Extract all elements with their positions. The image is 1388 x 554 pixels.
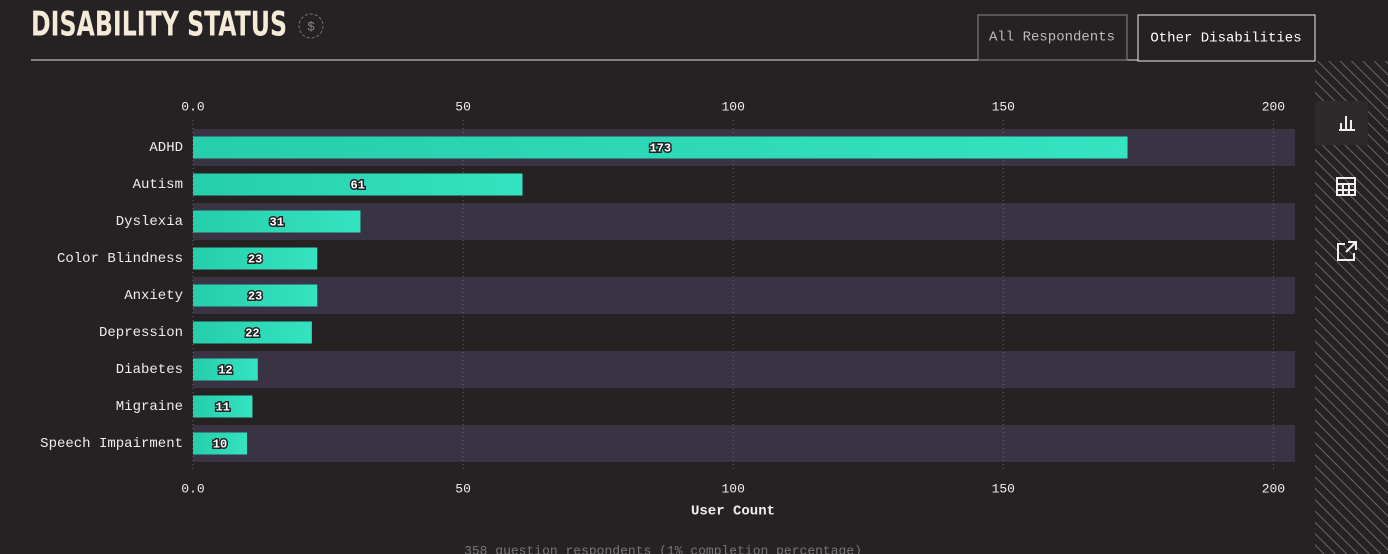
value-label: 11 <box>216 401 230 415</box>
value-label: 12 <box>218 364 232 378</box>
x-tick-label: 50 <box>455 481 471 496</box>
svg-text:$: $ <box>307 19 315 34</box>
x-axis-title: User Count <box>691 504 775 520</box>
y-tick-label: Dyslexia <box>116 214 183 230</box>
tab-active[interactable] <box>1137 14 1316 62</box>
currency-icon: $ <box>298 13 324 39</box>
x-tick-label-top: 0.0 <box>181 99 204 114</box>
y-tick-label: ADHD <box>149 140 183 156</box>
tab[interactable] <box>977 14 1128 61</box>
bar <box>193 136 1128 159</box>
x-tick-label: 0.0 <box>181 481 204 496</box>
icons <box>1336 116 1357 261</box>
tab-label[interactable]: All Respondents <box>989 30 1115 46</box>
value-label: 23 <box>248 253 262 267</box>
bar <box>193 210 361 233</box>
y-tick-label: Migraine <box>116 399 183 415</box>
y-tick-label: Anxiety <box>124 288 183 304</box>
row-band <box>193 277 1295 314</box>
y-tick-label: Speech Impairment <box>40 436 183 452</box>
bar <box>193 173 523 196</box>
x-tick-label-top: 100 <box>721 99 744 114</box>
y-tick-label: Autism <box>133 177 183 193</box>
value-label: 173 <box>649 142 671 156</box>
value-label: 10 <box>213 438 227 452</box>
page-title: DISABILITY STATUS <box>31 5 287 45</box>
x-tick-label-top: 150 <box>992 99 1015 114</box>
value-label: 23 <box>248 290 262 304</box>
value-label: 61 <box>351 179 365 193</box>
row-band <box>193 425 1295 462</box>
y-tick-label: Color Blindness <box>57 251 183 267</box>
bar <box>193 395 253 418</box>
bar <box>193 284 318 307</box>
bar <box>193 358 258 381</box>
bar <box>193 247 318 270</box>
x-tick-label-top: 50 <box>455 99 471 114</box>
x-tick-label: 100 <box>721 481 744 496</box>
y-tick-label: Diabetes <box>116 362 183 378</box>
x-tick-label-top: 200 <box>1262 99 1285 114</box>
bar <box>193 321 312 344</box>
footer-note: 358 question respondents (1% completion … <box>464 543 862 554</box>
bar <box>193 432 248 455</box>
x-tick-label: 150 <box>992 481 1015 496</box>
row-band <box>193 351 1295 388</box>
row-band <box>193 203 1295 240</box>
value-label: 22 <box>245 327 259 341</box>
x-tick-label: 200 <box>1262 481 1285 496</box>
y-tick-label: Depression <box>99 325 183 341</box>
value-label: 31 <box>270 216 284 230</box>
tab-label[interactable]: Other Disabilities <box>1150 31 1301 47</box>
